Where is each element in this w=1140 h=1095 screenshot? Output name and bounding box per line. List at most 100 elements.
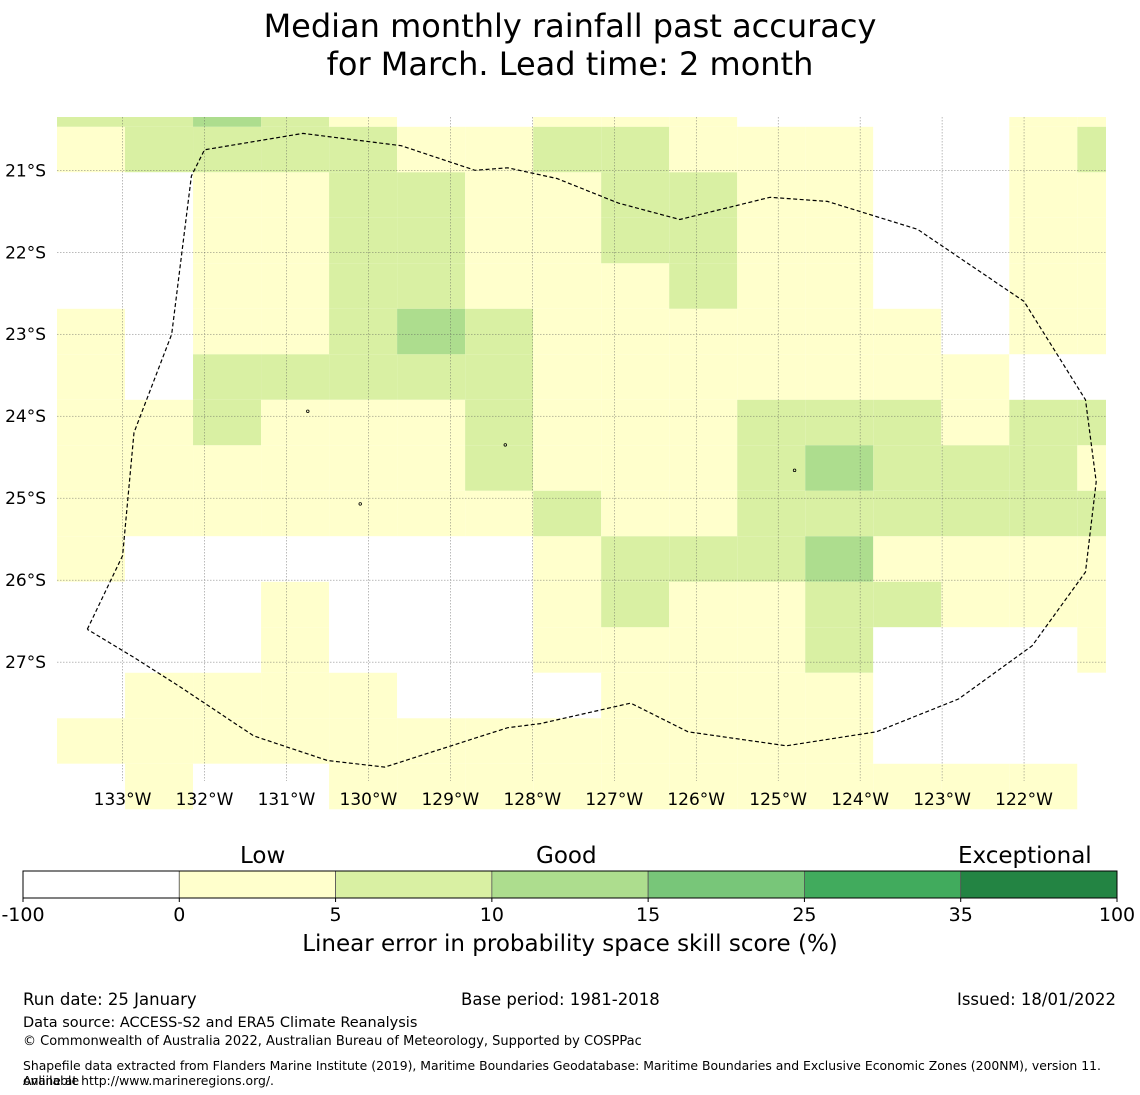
longitude-tick-label: 132°W bbox=[176, 790, 234, 810]
heatmap-cell bbox=[805, 308, 874, 355]
heatmap-cell bbox=[941, 217, 1010, 264]
heatmap-cell bbox=[669, 263, 738, 309]
heatmap-cell bbox=[873, 536, 942, 582]
heatmap-cell bbox=[465, 217, 534, 264]
heatmap-cell bbox=[193, 126, 262, 173]
longitude-tick-label: 128°W bbox=[503, 790, 561, 810]
heatmap-cell bbox=[125, 117, 194, 127]
heatmap-cell bbox=[193, 581, 262, 628]
heatmap-cell bbox=[737, 126, 806, 173]
latitude-tick-label: 24°S bbox=[5, 407, 46, 427]
heatmap-cell bbox=[533, 117, 602, 127]
heatmap-cell bbox=[465, 763, 534, 810]
colorbar-tick-label: 5 bbox=[330, 904, 342, 926]
heatmap-cell bbox=[329, 172, 398, 218]
heatmap-cell bbox=[397, 354, 466, 400]
latitude-tick-label: 26°S bbox=[5, 571, 46, 591]
heatmap-cell bbox=[669, 172, 738, 218]
heatmap-cell bbox=[805, 263, 874, 309]
heatmap-cell bbox=[329, 672, 398, 719]
colorbar-segment bbox=[804, 870, 962, 899]
heatmap-cell bbox=[737, 117, 806, 127]
heatmap-cell bbox=[125, 217, 194, 264]
heatmap-cell bbox=[261, 490, 330, 537]
heatmap-cell bbox=[1077, 172, 1106, 218]
heatmap-cell bbox=[193, 172, 262, 218]
heatmap-cell bbox=[601, 672, 670, 719]
heatmap-cell bbox=[125, 627, 194, 673]
heatmap-cell bbox=[1009, 536, 1078, 582]
heatmap-cell bbox=[1009, 263, 1078, 309]
heatmap-cell bbox=[533, 126, 602, 173]
shapefile-credit-line1: Shapefile data extracted from Flanders M… bbox=[23, 1058, 1101, 1088]
heatmap-cell bbox=[57, 217, 126, 264]
heatmap-cell bbox=[261, 126, 330, 173]
heatmap-cells bbox=[57, 117, 1106, 810]
heatmap-cell bbox=[1009, 217, 1078, 264]
heatmap-cell bbox=[465, 627, 534, 673]
colorbar-frame bbox=[22, 870, 1118, 899]
longitude-tick-label: 124°W bbox=[831, 790, 889, 810]
heatmap-cell bbox=[125, 536, 194, 582]
heatmap-cell bbox=[261, 445, 330, 491]
heatmap-cell bbox=[397, 217, 466, 264]
colorbar-category-good: Good bbox=[536, 843, 597, 869]
heatmap-cell bbox=[193, 718, 262, 764]
heatmap-cell bbox=[57, 172, 126, 218]
heatmap-cell bbox=[125, 263, 194, 309]
skill-score-map: 133°W 132°W 131°W 130°W 129°W 128°W 127°W 126°W… bbox=[5, 117, 1106, 810]
heatmap-cell bbox=[465, 718, 534, 764]
heatmap-cell bbox=[193, 354, 262, 400]
heatmap-cell bbox=[601, 763, 670, 810]
heatmap-cell bbox=[1077, 581, 1106, 628]
heatmap-cell bbox=[669, 718, 738, 764]
heatmap-cell bbox=[805, 672, 874, 719]
heatmap-cell bbox=[941, 536, 1010, 582]
heatmap-cell bbox=[533, 217, 602, 264]
heatmap-cell bbox=[941, 399, 1010, 446]
heatmap-cell bbox=[465, 445, 534, 491]
heatmap-cell bbox=[805, 354, 874, 400]
heatmap-cell bbox=[261, 263, 330, 309]
heatmap-cell bbox=[1077, 263, 1106, 309]
heatmap-cell bbox=[805, 536, 874, 582]
heatmap-cell bbox=[805, 581, 874, 628]
heatmap-cell bbox=[125, 490, 194, 537]
graticule bbox=[57, 117, 1106, 781]
heatmap-cell bbox=[1009, 399, 1078, 446]
heatmap-cell bbox=[193, 536, 262, 582]
heatmap-cell bbox=[125, 763, 194, 810]
heatmap-cell bbox=[465, 117, 534, 127]
heatmap-cell bbox=[533, 308, 602, 355]
longitude-tick-label: 130°W bbox=[340, 790, 398, 810]
heatmap-cell bbox=[737, 172, 806, 218]
heatmap-cell bbox=[465, 490, 534, 537]
heatmap-cell bbox=[669, 763, 738, 810]
heatmap-cell bbox=[941, 672, 1010, 719]
heatmap-cell bbox=[873, 763, 942, 810]
heatmap-cell bbox=[1077, 627, 1106, 673]
shapefile-credit-line2: online at http://www.marineregions.org/. bbox=[23, 1073, 274, 1088]
heatmap-cell bbox=[533, 672, 602, 719]
heatmap-cell bbox=[1077, 445, 1106, 491]
heatmap-cell bbox=[737, 536, 806, 582]
longitude-tick-label: 133°W bbox=[94, 790, 152, 810]
heatmap-cell bbox=[397, 490, 466, 537]
issued-date: Issued: 18/01/2022 bbox=[956, 990, 1116, 1009]
heatmap-cell bbox=[1009, 445, 1078, 491]
heatmap-cell bbox=[465, 263, 534, 309]
heatmap-cell bbox=[805, 126, 874, 173]
heatmap-cell bbox=[397, 399, 466, 446]
heatmap-cell bbox=[465, 581, 534, 628]
heatmap-cell bbox=[125, 718, 194, 764]
heatmap-cell bbox=[1077, 718, 1106, 764]
heatmap-cell bbox=[57, 263, 126, 309]
heatmap-cell bbox=[1077, 399, 1106, 446]
heatmap-cell bbox=[465, 672, 534, 719]
heatmap-cell bbox=[737, 490, 806, 537]
heatmap-cell bbox=[261, 763, 330, 810]
heatmap-cell bbox=[533, 399, 602, 446]
heatmap-cell bbox=[397, 581, 466, 628]
heatmap-cell bbox=[329, 308, 398, 355]
colorbar-segment bbox=[335, 870, 493, 899]
